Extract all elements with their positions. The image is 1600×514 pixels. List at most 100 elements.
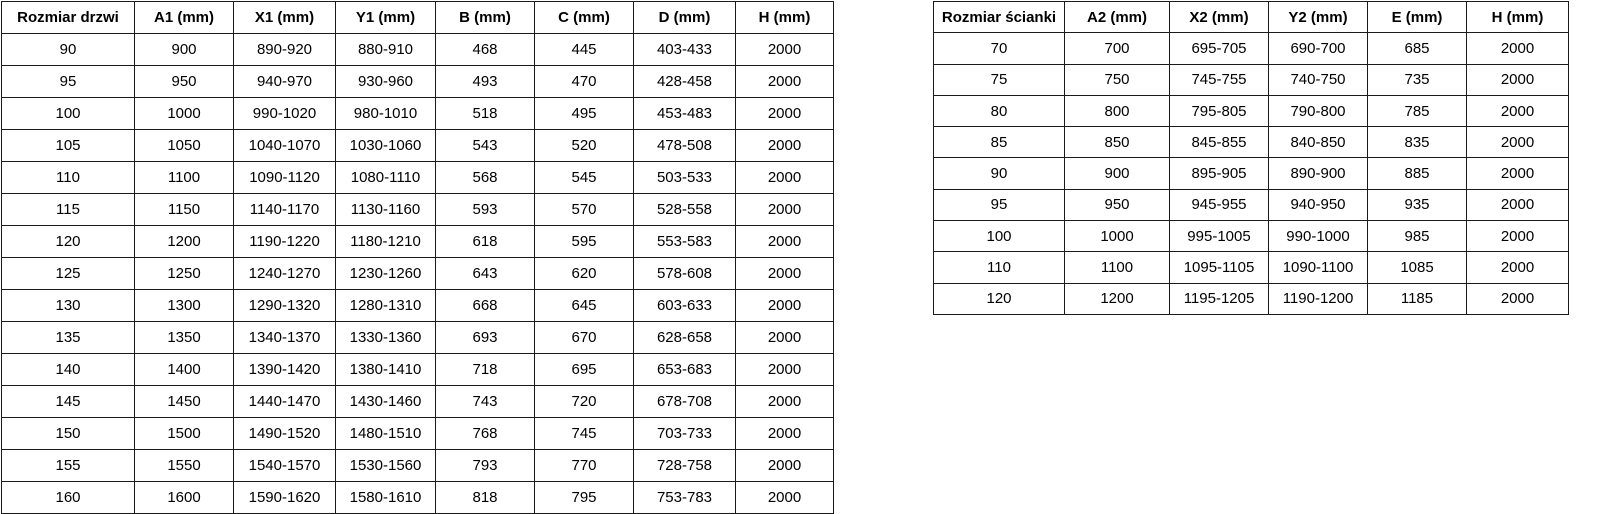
wall-size-table-cell-r1-c1: 750 <box>1064 63 1170 96</box>
wall-size-table-cell-r2-c4: 785 <box>1367 94 1467 128</box>
door-size-table-cell-r8-c1: 1300 <box>134 289 234 322</box>
door-size-table-row-3: 105 1050 1040-1070 1030-1060 543 520 478-508 20… <box>1 129 834 162</box>
door-size-table-cell-r4-c0: 110 <box>1 161 135 194</box>
door-size-table-cell-r12-c4: 768 <box>435 417 535 450</box>
door-size-table-cell-r3-c4: 543 <box>435 129 535 162</box>
door-size-table-cell-r13-c6: 728-758 <box>633 449 736 482</box>
wall-size-table-cell-r3-c4: 835 <box>1367 126 1467 159</box>
door-size-table-cell-r11-c3: 1430-1460 <box>335 385 436 418</box>
wall-size-table-cell-r0-c2: 695-705 <box>1169 32 1269 65</box>
door-size-table-cell-r11-c0: 145 <box>1 385 135 418</box>
door-size-table-cell-r0-c4: 468 <box>435 33 535 66</box>
wall-size-table-cell-r1-c3: 740-750 <box>1268 63 1368 96</box>
door-size-table-cell-r3-c2: 1040-1070 <box>233 129 336 162</box>
door-size-table-cell-r3-c5: 520 <box>534 129 634 162</box>
door-size-table-cell-r10-c5: 695 <box>534 353 634 386</box>
door-size-table-cell-r2-c3: 980-1010 <box>335 97 436 130</box>
door-size-table-header-1: A1 (mm) <box>134 1 234 34</box>
wall-size-table-cell-r2-c1: 800 <box>1064 94 1170 128</box>
wall-size-table-cell-r4-c2: 895-905 <box>1169 157 1269 190</box>
wall-size-table-cell-r5-c5: 2000 <box>1466 188 1569 222</box>
door-size-table-cell-r6-c4: 618 <box>435 225 535 258</box>
wall-size-table-cell-r5-c3: 940-950 <box>1268 188 1368 222</box>
wall-size-table-cell-r3-c3: 840-850 <box>1268 126 1368 159</box>
wall-size-table-cell-r6-c4: 985 <box>1367 220 1467 253</box>
door-size-table-cell-r0-c5: 445 <box>534 33 634 66</box>
door-size-table-cell-r10-c1: 1400 <box>134 353 234 386</box>
door-size-table-row-10: 140 1400 1390-1420 1380-1410 718 695 653-683 20… <box>1 353 834 386</box>
wall-size-table-cell-r3-c5: 2000 <box>1466 126 1569 159</box>
door-size-table-header-0: Rozmiar drzwi <box>1 1 135 34</box>
door-size-table-cell-r14-c7: 2000 <box>735 481 834 514</box>
door-size-table-row-6: 120 1200 1190-1220 1180-1210 618 595 553-583 20… <box>1 225 834 258</box>
door-size-table-cell-r10-c6: 653-683 <box>633 353 736 386</box>
wall-size-table-header-1: A2 (mm) <box>1064 0 1170 34</box>
door-size-table-cell-r3-c7: 2000 <box>735 129 834 162</box>
door-size-table-cell-r3-c3: 1030-1060 <box>335 129 436 162</box>
wall-size-table-header-0: Rozmiar ścianki <box>933 0 1065 34</box>
door-size-table-cell-r5-c1: 1150 <box>134 193 234 226</box>
wall-size-table-cell-r0-c1: 700 <box>1064 32 1170 65</box>
door-size-table-row-8: 130 1300 1290-1320 1280-1310 668 645 603-633 20… <box>1 289 834 322</box>
door-size-table-cell-r9-c2: 1340-1370 <box>233 321 336 354</box>
wall-size-table-header-3: Y2 (mm) <box>1268 0 1368 34</box>
wall-size-table-cell-r2-c3: 790-800 <box>1268 94 1368 128</box>
wall-size-table-cell-r4-c0: 90 <box>933 157 1065 190</box>
door-size-table-header-6: D (mm) <box>633 1 736 34</box>
wall-size-table-row-3: 85 850 845-855 840-850 835 2000 <box>933 126 1569 159</box>
door-size-table-cell-r0-c2: 890-920 <box>233 33 336 66</box>
wall-size-table-cell-r7-c5: 2000 <box>1466 251 1569 284</box>
door-size-table-cell-r7-c1: 1250 <box>134 257 234 290</box>
door-size-table-cell-r0-c0: 90 <box>1 33 135 66</box>
wall-size-table-row-5: 95 950 945-955 940-950 935 2000 <box>933 188 1569 222</box>
door-size-table-cell-r8-c3: 1280-1310 <box>335 289 436 322</box>
door-size-table-cell-r0-c3: 880-910 <box>335 33 436 66</box>
door-size-table-cell-r10-c2: 1390-1420 <box>233 353 336 386</box>
door-size-table-cell-r8-c6: 603-633 <box>633 289 736 322</box>
wall-size-table-cell-r3-c2: 845-855 <box>1169 126 1269 159</box>
door-size-table-row-14: 160 1600 1590-1620 1580-1610 818 795 753-783 20… <box>1 481 834 514</box>
door-size-table-cell-r12-c2: 1490-1520 <box>233 417 336 450</box>
door-size-table-cell-r4-c3: 1080-1110 <box>335 161 436 194</box>
wall-size-table-cell-r3-c0: 85 <box>933 126 1065 159</box>
door-size-table-cell-r4-c1: 1100 <box>134 161 234 194</box>
door-size-table-cell-r8-c2: 1290-1320 <box>233 289 336 322</box>
door-size-table-cell-r6-c0: 120 <box>1 225 135 258</box>
door-size-table-cell-r11-c1: 1450 <box>134 385 234 418</box>
door-size-table-cell-r11-c2: 1440-1470 <box>233 385 336 418</box>
door-size-table-cell-r3-c1: 1050 <box>134 129 234 162</box>
door-size-table-header-3: Y1 (mm) <box>335 1 436 34</box>
door-size-table-cell-r7-c0: 125 <box>1 257 135 290</box>
door-size-table-cell-r4-c4: 568 <box>435 161 535 194</box>
door-size-table-cell-r13-c3: 1530-1560 <box>335 449 436 482</box>
door-size-table-cell-r2-c2: 990-1020 <box>233 97 336 130</box>
wall-size-table-cell-r6-c1: 1000 <box>1064 220 1170 253</box>
door-size-table-cell-r11-c4: 743 <box>435 385 535 418</box>
door-size-table-cell-r8-c0: 130 <box>1 289 135 322</box>
wall-size-table-cell-r4-c3: 890-900 <box>1268 157 1368 190</box>
door-size-table-cell-r10-c0: 140 <box>1 353 135 386</box>
door-size-table-row-2: 100 1000 990-1020 980-1010 518 495 453-483 2000 <box>1 97 834 130</box>
wall-size-table-cell-r8-c4: 1185 <box>1367 282 1467 315</box>
wall-size-table-header-5: H (mm) <box>1466 0 1569 34</box>
door-size-table-cell-r9-c5: 670 <box>534 321 634 354</box>
door-size-table-cell-r2-c0: 100 <box>1 97 135 130</box>
wall-size-table-cell-r7-c1: 1100 <box>1064 251 1170 284</box>
door-size-table-header-2: X1 (mm) <box>233 1 336 34</box>
door-size-table-cell-r8-c5: 645 <box>534 289 634 322</box>
door-size-table-cell-r1-c2: 940-970 <box>233 65 336 98</box>
door-size-table-cell-r12-c5: 745 <box>534 417 634 450</box>
door-table-body: 90 900 890-920 880-910 468 445 403-433 2000 95 95… <box>1 33 834 514</box>
door-table-header-row: Rozmiar drzwi A1 (mm) X1 (mm) Y1 (mm) B (mm)… <box>1 1 834 34</box>
door-size-table-cell-r0-c6: 403-433 <box>633 33 736 66</box>
door-size-table-cell-r5-c3: 1130-1160 <box>335 193 436 226</box>
wall-size-table-cell-r7-c4: 1085 <box>1367 251 1467 284</box>
wall-size-table-row-8: 120 1200 1195-1205 1190-1200 1185 2000 <box>933 282 1569 315</box>
door-size-table-cell-r13-c4: 793 <box>435 449 535 482</box>
door-size-table-cell-r3-c0: 105 <box>1 129 135 162</box>
door-size-table: Rozmiar drzwi A1 (mm) X1 (mm) Y1 (mm) B (mm)… <box>1 1 834 514</box>
door-size-table-cell-r7-c6: 578-608 <box>633 257 736 290</box>
door-size-table-header-7: H (mm) <box>735 1 834 34</box>
wall-size-table-cell-r7-c0: 110 <box>933 251 1065 284</box>
